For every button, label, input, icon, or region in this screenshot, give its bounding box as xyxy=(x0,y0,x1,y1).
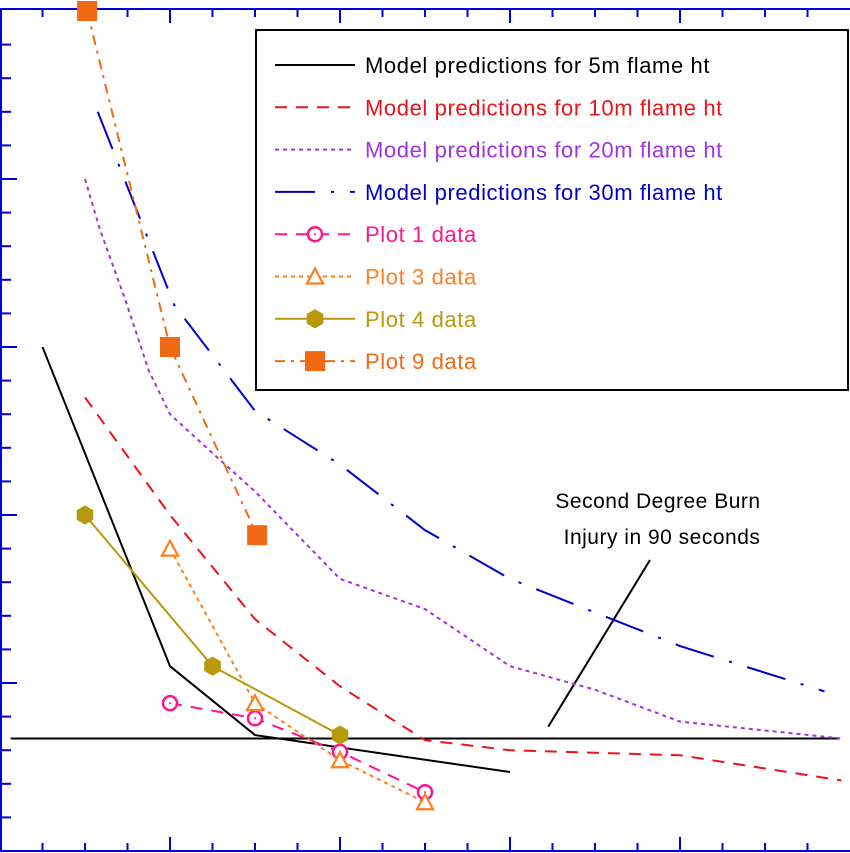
data-point xyxy=(76,505,94,525)
legend-label: Model predictions for 30m flame ht xyxy=(365,180,723,205)
axes xyxy=(0,8,850,852)
legend-box xyxy=(255,29,849,391)
series-line xyxy=(86,10,259,536)
legend-marker-dot xyxy=(314,233,316,236)
legend-label: Model predictions for 5m flame ht xyxy=(365,53,710,78)
legend: Model predictions for 5m flame ht Model p… xyxy=(255,29,849,391)
legend-marker xyxy=(306,309,324,329)
legend-entry: Model predictions for 5m flame ht xyxy=(275,53,710,78)
legend-marker xyxy=(305,351,325,372)
data-point-dot xyxy=(169,702,171,705)
plot-area xyxy=(10,1,842,811)
series-3 xyxy=(84,178,842,740)
data-point xyxy=(331,725,349,745)
annotation: Second Degree Burn Injury in 90 seconds xyxy=(555,490,760,549)
series-7 xyxy=(76,505,349,745)
series-line xyxy=(41,346,511,774)
series-line xyxy=(84,396,842,782)
legend-label: Model predictions for 20m flame ht xyxy=(365,138,723,163)
legend-entry: Plot 3 data xyxy=(275,265,477,290)
data-point xyxy=(330,749,350,769)
legend-entry: Model predictions for 10m flame ht xyxy=(275,95,723,120)
legend-entry: Plot 9 data xyxy=(275,349,477,374)
data-point xyxy=(77,1,98,21)
series-line xyxy=(169,548,426,804)
data-point xyxy=(204,656,221,676)
series-1 xyxy=(41,346,511,774)
legend-label: Plot 3 data xyxy=(365,265,477,290)
legend-label: Plot 9 data xyxy=(365,349,477,374)
legend-label: Plot 1 data xyxy=(365,222,477,247)
legend-entry: Model predictions for 20m flame ht xyxy=(275,138,723,163)
data-point xyxy=(247,525,268,546)
data-point xyxy=(160,538,180,557)
legend-entry: Model predictions for 30m flame ht xyxy=(275,180,723,205)
annotation-line-2: Injury in 90 seconds xyxy=(564,526,761,549)
series-2 xyxy=(84,396,842,782)
legend-label: Plot 4 data xyxy=(365,307,477,332)
series-4 xyxy=(96,111,825,693)
series-line xyxy=(84,178,842,740)
data-point xyxy=(160,337,180,357)
data-point xyxy=(245,692,265,712)
legend-marker xyxy=(305,266,325,285)
series-8 xyxy=(77,1,268,546)
data-point xyxy=(415,791,435,811)
annotation-pointer xyxy=(547,559,651,728)
data-point-dot xyxy=(254,717,256,720)
series-6 xyxy=(160,538,435,811)
annotation-line-1: Second Degree Burn xyxy=(555,490,760,513)
legend-entry: Plot 1 data xyxy=(275,222,477,247)
series-line xyxy=(96,111,825,693)
series-line xyxy=(169,702,426,794)
legend-entry: Plot 4 data xyxy=(275,307,477,332)
legend-label: Model predictions for 10m flame ht xyxy=(365,95,723,120)
